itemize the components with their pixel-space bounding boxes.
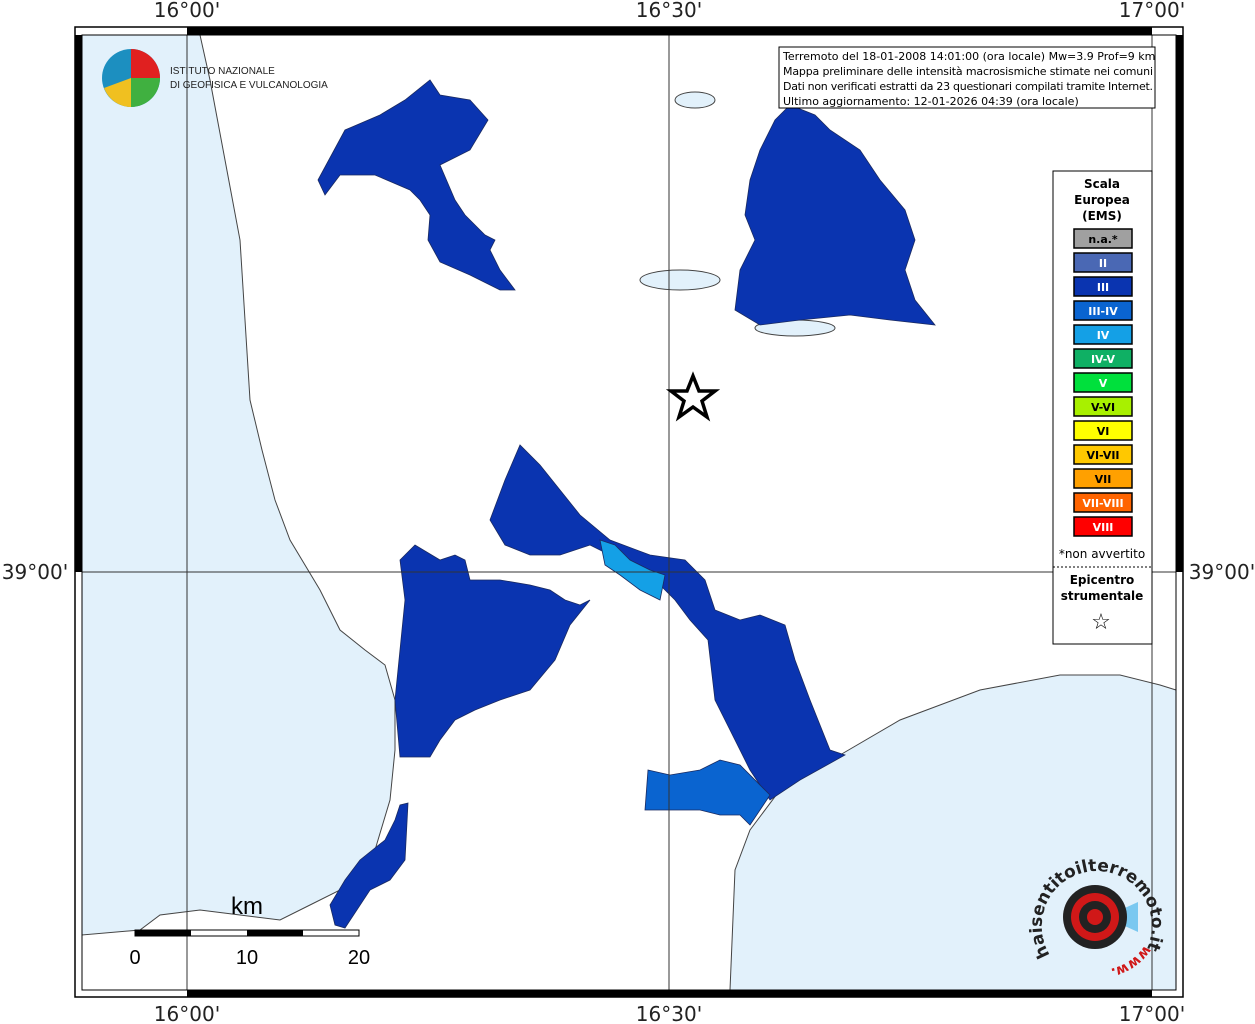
region [644,759,771,826]
lat-label: 39°00' [2,560,68,584]
legend-swatch [1073,324,1133,345]
info-line: Mappa preliminare delle intensità macros… [783,65,1153,78]
legend-swatch [1073,468,1133,489]
lake [639,269,721,291]
scale-bar [247,930,303,936]
frame-bar [187,27,1152,35]
legend-label: n.a.* [1088,233,1118,246]
legend-swatch [1073,516,1133,537]
frame-bar [187,990,1152,997]
legend-swatch [1073,252,1133,273]
lon-label: 16°00' [154,1002,220,1024]
legend-label: III [1097,281,1109,294]
legend-swatch [1073,228,1133,249]
logo-globe [131,78,160,107]
legend-epicenter-symbol: ☆ [1091,610,1111,635]
scale-bar [135,930,191,936]
epicenter [665,371,721,422]
legend-epicenter: strumentale [1061,589,1144,603]
scale-label: 0 [129,947,140,969]
legend-swatch [1073,276,1133,297]
logo-text: ISTITUTO NAZIONALE [170,66,275,77]
legend-title: Scala [1084,177,1120,191]
lake [674,91,716,109]
legend-title: Europea [1074,193,1130,207]
legend-epicenter: Epicentro [1070,573,1135,587]
logo-globe [131,49,160,78]
region [329,802,409,929]
info-line: Terremoto del 18-01-2008 14:01:00 (ora l… [782,50,1155,63]
legend-label: VIII [1093,521,1114,534]
region [599,539,666,601]
legend-swatch [1073,300,1133,321]
lon-label: 16°30' [636,1002,702,1024]
legend-label: VI-VII [1086,449,1119,462]
legend-swatch [1073,444,1133,465]
scale-label: 20 [348,947,370,969]
legend-label: III-IV [1088,305,1118,318]
legend-label: V [1099,377,1108,390]
info-box [778,46,1156,109]
info-line: Dati non verificati estratti da 23 quest… [783,80,1153,93]
region [734,104,936,326]
logo-text: DI GEOFISICA E VULCANOLOGIA [170,80,328,91]
legend-swatch [1073,492,1133,513]
logo-globe [104,78,131,107]
legend-swatch [1073,420,1133,441]
legend-label: VII [1095,473,1112,486]
legend-note: *non avvertito [1059,547,1145,561]
scale-label: 10 [236,947,258,969]
frame-bar [1176,35,1183,572]
legend-label: VII-VIII [1082,497,1123,510]
frame-bar [75,35,82,572]
legend-label: IV-V [1091,353,1116,366]
legend-label: IV [1097,329,1110,342]
legend-label: V-VI [1091,401,1115,414]
legend: Scala Europea (EMS) *non avvertito Epice… [1052,170,1153,645]
lon-label: 17°00' [1119,0,1185,22]
lon-label: 16°00' [154,0,220,22]
info-line: Ultimo aggiornamento: 12-01-2026 04:39 (… [783,95,1079,108]
lat-label: 39°00' [1189,560,1255,584]
sea-west [81,34,396,936]
legend-swatch [1073,372,1133,393]
region [317,79,516,291]
region [394,544,591,758]
watermark-icon [1087,909,1103,925]
scale-unit: km [231,893,263,920]
lon-label: 17°00' [1119,1002,1185,1024]
legend-title: (EMS) [1082,209,1122,223]
legend-swatch [1073,396,1133,417]
legend-label: II [1099,257,1107,270]
legend-swatch [1073,348,1133,369]
legend-label: VI [1097,425,1110,438]
lon-label: 16°30' [636,0,702,22]
